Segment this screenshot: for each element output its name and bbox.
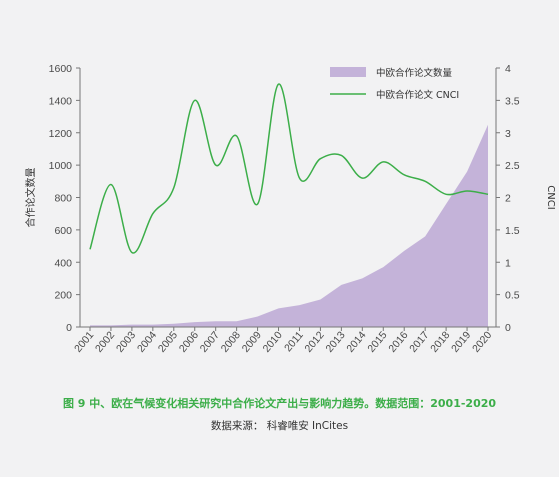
x-tick-label: 2013 bbox=[323, 329, 347, 355]
data-source: 数据来源： 科睿唯安 InCites bbox=[210, 420, 349, 432]
x-tick-label: 2017 bbox=[407, 329, 431, 355]
y-left-tick-label: 1200 bbox=[49, 128, 73, 140]
y-left-tick-label: 1400 bbox=[49, 95, 73, 107]
x-tick-label: 2015 bbox=[365, 329, 389, 355]
y-right-tick-label: 0 bbox=[505, 322, 511, 334]
y-axis-title-right: CNCI bbox=[545, 185, 556, 209]
x-tick-label: 2020 bbox=[470, 329, 494, 355]
line-series-cnci bbox=[89, 83, 489, 254]
x-tick-label: 2002 bbox=[93, 329, 117, 355]
x-tick-label: 2005 bbox=[156, 329, 180, 355]
x-tick-label: 2008 bbox=[219, 329, 243, 355]
axes-layer bbox=[76, 67, 500, 331]
x-tick-label: 2011 bbox=[282, 329, 306, 354]
y-left-tick-label: 600 bbox=[54, 225, 72, 237]
y-right-tick-label: 4 bbox=[505, 63, 511, 75]
y-right-tick-label: 0.5 bbox=[505, 290, 520, 302]
x-tick-label: 2006 bbox=[177, 329, 201, 355]
area-series-paper-count bbox=[90, 124, 488, 327]
y-left-tick-label: 400 bbox=[54, 257, 72, 269]
x-tick-label: 2010 bbox=[261, 329, 285, 355]
legend-label-area: 中欧合作论文数量 bbox=[376, 67, 453, 79]
x-tick-label: 2018 bbox=[428, 329, 452, 355]
y-left-tick-label: 800 bbox=[54, 193, 72, 205]
x-tick-label: 2009 bbox=[240, 329, 264, 355]
y-axis-title-left: 合作论文数量 bbox=[24, 168, 37, 228]
y-right-tick-label: 3 bbox=[505, 128, 511, 140]
x-tick-label: 2003 bbox=[114, 329, 138, 355]
y-right-tick-label: 1.5 bbox=[505, 225, 520, 237]
y-left-tick-label: 1000 bbox=[49, 160, 73, 172]
line-layer bbox=[89, 83, 489, 254]
x-tick-label: 2019 bbox=[449, 329, 473, 355]
figure-caption: 图 9 中、欧在气候变化相关研究中合作论文产出与影响力趋势。数据范围：2001-… bbox=[62, 397, 497, 410]
area-layer bbox=[90, 124, 488, 327]
y-left-tick-label: 0 bbox=[66, 322, 72, 334]
y-right-tick-label: 3.5 bbox=[505, 95, 520, 107]
x-tick-label: 2012 bbox=[303, 329, 327, 355]
x-tick-label: 2016 bbox=[386, 329, 410, 355]
legend-swatch-area bbox=[330, 67, 366, 77]
x-tick-label: 2007 bbox=[198, 329, 222, 355]
y-right-tick-label: 1 bbox=[505, 257, 511, 269]
x-tick-label: 2004 bbox=[135, 329, 159, 355]
x-tick-label: 2001 bbox=[72, 329, 96, 355]
y-right-tick-label: 2 bbox=[505, 193, 511, 205]
legend-label-line: 中欧合作论文 CNCI bbox=[376, 89, 459, 101]
y-left-tick-label: 1600 bbox=[49, 63, 73, 75]
x-tick-label: 2014 bbox=[344, 329, 368, 355]
y-left-tick-label: 200 bbox=[54, 290, 72, 302]
y-right-tick-label: 2.5 bbox=[505, 160, 520, 172]
